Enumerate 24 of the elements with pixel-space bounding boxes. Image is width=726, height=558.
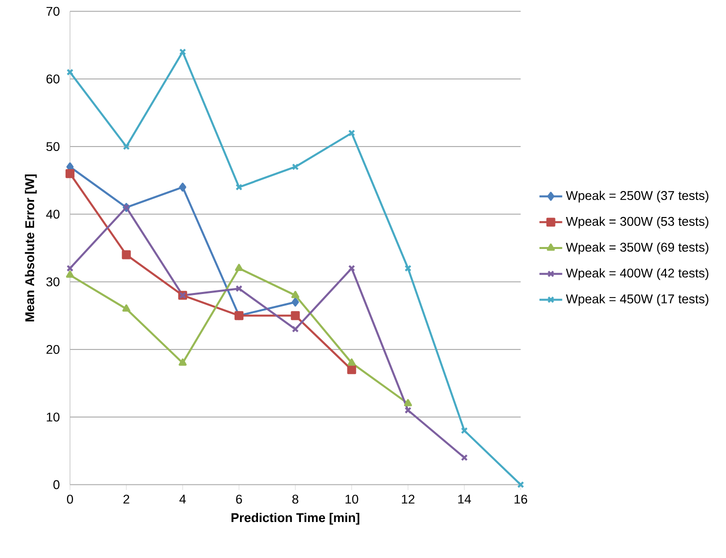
- x-tick-label: 14: [458, 494, 471, 504]
- y-tick-label: 50: [46, 142, 60, 152]
- x-axis-title: Prediction Time [min]: [232, 512, 360, 525]
- x-tick-label: 4: [179, 494, 186, 504]
- x-tick-label: 16: [514, 494, 528, 504]
- y-tick-label: 10: [46, 412, 60, 422]
- x-tick-label: 10: [346, 494, 358, 504]
- y-tick-label: 0: [53, 480, 60, 490]
- legend-label: Wpeak = 350W (69 tests): [566, 242, 708, 254]
- y-axis-title: Mean Absolute Error [W]: [24, 174, 37, 322]
- legend-label: Wpeak = 450W (17 tests): [566, 294, 708, 306]
- x-tick-label: 8: [292, 494, 298, 504]
- legend-label: Wpeak = 400W (42 tests): [566, 268, 708, 280]
- y-tick-label: 40: [46, 210, 60, 219]
- x-tick-label: 0: [66, 494, 74, 504]
- legend-label: Wpeak = 250W (37 tests): [566, 190, 708, 203]
- y-tick-label: 70: [46, 6, 60, 16]
- y-tick-label: 60: [46, 74, 60, 84]
- y-tick-label: 20: [46, 344, 60, 354]
- legend-label: Wpeak = 300W (53 tests): [566, 216, 708, 228]
- x-tick-label: 12: [402, 494, 414, 504]
- y-tick-label: 30: [46, 277, 60, 286]
- x-tick-label: 2: [123, 494, 130, 504]
- x-tick-label: 6: [236, 494, 242, 504]
